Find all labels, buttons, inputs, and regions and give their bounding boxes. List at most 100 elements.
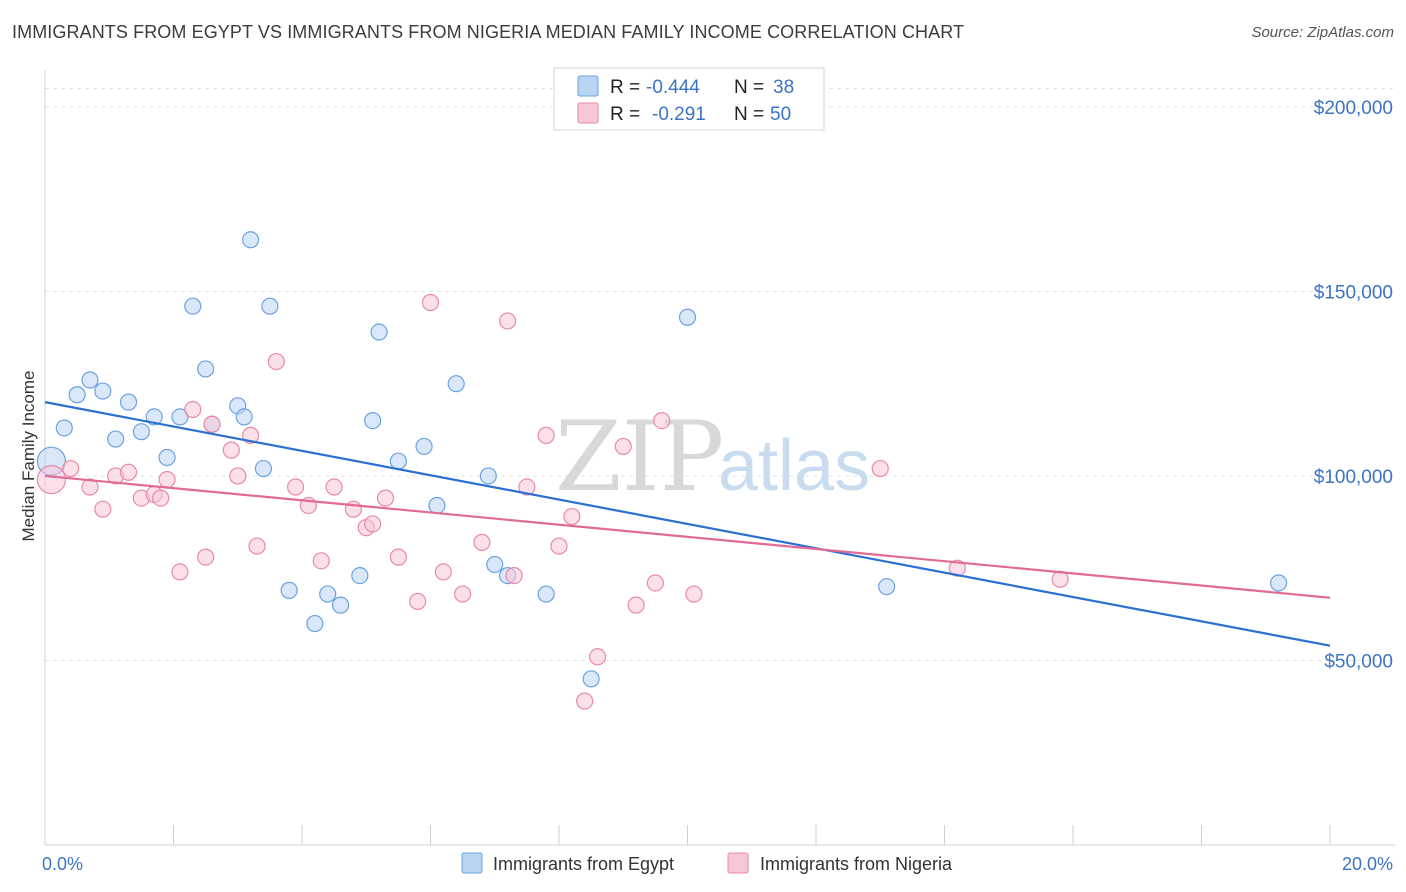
egypt-point-12 [197,360,215,378]
legend-n-label-nigeria: N = [734,104,764,125]
x-tick-label-1: 20.0% [1342,854,1393,874]
nigeria-point-9 [158,471,176,489]
y-tick-label-0: $50,000 [1324,651,1393,672]
nigeria-point-32 [473,533,491,551]
gridlines [45,87,1395,661]
legend-n-value-nigeria: 50 [770,104,791,125]
watermark-atlas: atlas [718,426,870,506]
nigeria-point-10 [171,563,189,581]
egypt-point-37 [1269,574,1288,592]
egypt-point-33 [537,585,555,603]
nigeria-point-36 [537,426,555,444]
y-tick-label-1: $100,000 [1314,467,1393,488]
egypt-point-36 [878,578,896,596]
nigeria-trend-line [44,474,1331,599]
legend-stats: R = -0.444 N = 38 R = -0.291 N = 50 [553,67,825,131]
legend-r-label-nigeria: R = [610,104,640,125]
nigeria-point-40 [588,648,607,666]
egypt-point-26 [389,452,407,470]
egypt-point-19 [280,581,298,599]
nigeria-point-2 [81,478,99,496]
y-tick-label-3: $200,000 [1314,98,1393,119]
nigeria-point-47 [948,559,966,577]
nigeria-point-18 [267,352,285,371]
nigeria-point-38 [563,507,581,526]
watermark: ZIP atlas [555,401,870,513]
egypt-point-27 [415,437,433,456]
egypt-trend-line [44,401,1331,647]
egypt-point-25 [370,323,388,341]
nigeria-point-33 [499,312,517,330]
nigeria-point-45 [685,585,703,603]
x-tick-label-0: 0.0% [42,854,83,874]
nigeria-point-11 [184,400,202,419]
egypt-point-35 [678,308,697,326]
egypt-point-18 [261,297,279,315]
legend-label-egypt: Immigrants from Egypt [493,854,674,874]
nigeria-point-14 [222,441,240,459]
egypt-point-5 [107,430,125,448]
egypt-point-11 [184,297,202,315]
trend-lines [44,401,1331,647]
nigeria-point-19 [286,478,305,496]
nigeria-point-31 [454,585,472,603]
egypt-point-8 [145,408,163,426]
nigeria-point-44 [653,411,671,430]
legend-box [553,67,825,131]
nigeria-point-22 [325,478,343,496]
nigeria-point-15 [229,467,247,485]
egypt-point-6 [119,393,138,411]
egypt-point-16 [242,231,260,249]
nigeria-point-30 [434,563,452,581]
nigeria-point-34 [505,566,523,585]
egypt-point-29 [447,375,465,393]
egypt-point-23 [351,566,369,585]
legend-label-nigeria: Immigrants from Nigeria [760,854,953,874]
egypt-point-2 [68,386,86,404]
egypt-point-1 [55,419,73,437]
egypt-point-7 [132,423,150,441]
watermark-zip: ZIP [555,401,724,513]
nigeria-point-1 [62,459,80,478]
egypt-point-3 [81,371,99,389]
nigeria-point-46 [871,459,889,478]
legend-swatch-series-egypt [461,852,483,874]
legend-swatch-series-nigeria [727,852,749,874]
egypt-point-4 [94,382,112,400]
nigeria-point-0 [36,465,67,495]
egypt-point-34 [582,670,600,688]
nigeria-point-3 [94,500,112,518]
egypt-point-20 [306,614,324,633]
nigeria-point-43 [646,574,664,592]
legend-r-value-nigeria: -0.291 [652,104,706,125]
legend-swatch-nigeria [577,102,599,124]
legend-n-label-egypt: N = [734,77,764,98]
nigeria-point-13 [203,415,221,433]
nigeria-point-12 [197,548,215,566]
nigeria-point-41 [614,437,632,456]
egypt-point-17 [254,459,273,478]
nigeria-point-35 [518,478,536,496]
egypt-point-22 [331,596,350,614]
nigeria-point-29 [421,293,440,312]
nigeria-point-21 [312,552,330,570]
egypt-point-15 [235,408,253,426]
nigeria-point-5 [119,463,138,481]
nigeria-point-28 [409,592,427,611]
nigeria-point-8 [152,489,170,507]
y-axis-label: Median Family Income [19,370,38,541]
egypt-point-31 [486,555,504,574]
legend-r-value-egypt: -0.444 [646,77,700,98]
nigeria-point-25 [364,515,382,533]
chart-title: IMMIGRANTS FROM EGYPT VS IMMIGRANTS FROM… [12,22,965,42]
egypt-point-21 [319,585,337,603]
egypt-point-9 [158,448,176,467]
data-points [36,231,1288,710]
x-tick-labels: 0.0% 20.0% [42,854,1393,874]
egypt-point-28 [428,496,446,515]
y-tick-labels: $50,000 $100,000 $150,000 $200,000 [1314,98,1393,673]
nigeria-point-17 [248,537,266,555]
egypt-point-24 [364,411,382,430]
nigeria-point-26 [376,489,395,507]
nigeria-point-42 [627,596,645,614]
